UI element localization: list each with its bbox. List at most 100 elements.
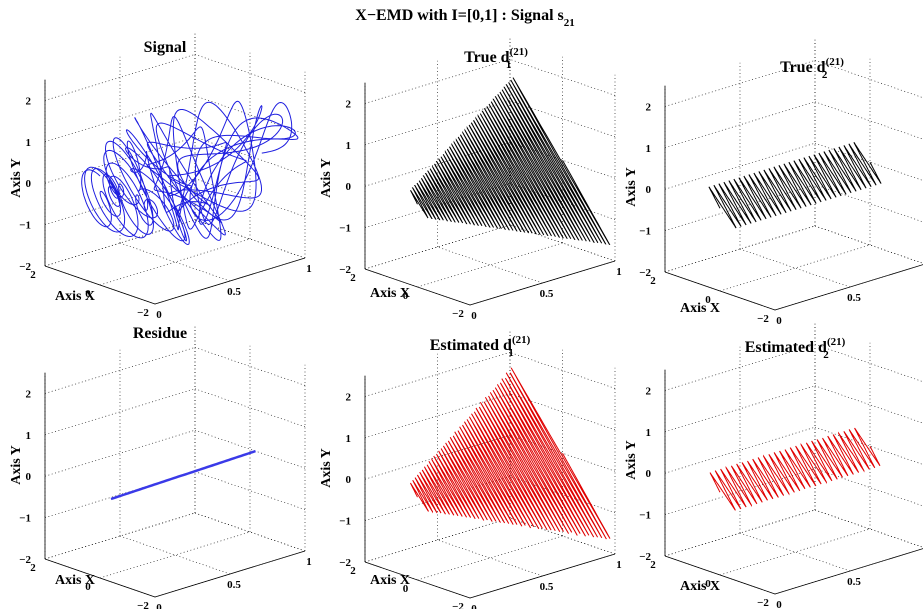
grid-line bbox=[814, 344, 923, 383]
tick-label-z: 1 bbox=[306, 263, 312, 275]
grid-line bbox=[509, 100, 616, 138]
axis-line-x bbox=[664, 271, 776, 311]
axis-label-y: Axis Y bbox=[9, 158, 24, 198]
panel-title-main: Signal bbox=[144, 39, 187, 56]
tick-label-x: −2 bbox=[452, 601, 464, 609]
tick-label-x: −2 bbox=[757, 313, 769, 325]
tick-label-x: 2 bbox=[30, 562, 36, 574]
tick-label-z: 0.5 bbox=[227, 579, 241, 591]
grid-line bbox=[364, 59, 511, 104]
axis-label-x: Axis X bbox=[55, 289, 95, 304]
tick-label-y: 2 bbox=[26, 388, 32, 400]
grid bbox=[664, 39, 923, 311]
suptitle-main: X−EMD with I=[0,1] : Signal s bbox=[355, 7, 563, 24]
grid-line bbox=[44, 347, 196, 394]
grid-line bbox=[437, 246, 543, 284]
axis-label-x: Axis X bbox=[680, 579, 720, 594]
panel-title: Estimated d(21) 1 bbox=[430, 334, 531, 359]
tick-label-z: 0 bbox=[156, 309, 162, 321]
axis-line-x bbox=[364, 561, 471, 599]
tick-label-z: 0.5 bbox=[847, 292, 861, 304]
axis-line-z bbox=[774, 548, 923, 595]
panel-title-main: True d bbox=[464, 49, 510, 66]
series-line bbox=[81, 100, 299, 246]
panel-title-main: Residue bbox=[133, 325, 187, 342]
tick-label-y: −1 bbox=[339, 516, 351, 528]
axis-label-x: Axis X bbox=[55, 573, 95, 588]
grid-line bbox=[99, 238, 251, 286]
axis-label-x: Axis X bbox=[370, 286, 410, 301]
grid-line bbox=[509, 141, 616, 179]
tick-label-y: −1 bbox=[19, 513, 31, 525]
tick-label-y: 0 bbox=[346, 474, 352, 486]
panel-title: True d(21) 2 bbox=[780, 56, 844, 81]
grid-line bbox=[417, 535, 563, 581]
suptitle-subscript: 21 bbox=[564, 17, 575, 29]
tick-label-y: 1 bbox=[346, 433, 352, 445]
grid-line bbox=[814, 509, 923, 548]
panel-title-main: Estimated d bbox=[745, 339, 827, 356]
tick-label-y: −2 bbox=[339, 557, 351, 569]
tick-label-y: −1 bbox=[639, 226, 651, 238]
grid-line bbox=[364, 100, 511, 146]
panel-title: True d(21) 1 bbox=[464, 46, 528, 71]
tick-label-x: 2 bbox=[30, 269, 36, 281]
panel-title-subscript: 1 bbox=[508, 347, 514, 359]
grid-line bbox=[719, 244, 871, 292]
grid-line bbox=[739, 248, 851, 288]
tick-label-x: −2 bbox=[137, 600, 149, 609]
tick-label-y: 0 bbox=[646, 468, 652, 480]
panel-title-main: Estimated d bbox=[430, 337, 512, 354]
tick-label-x: −2 bbox=[452, 308, 464, 320]
axis-line-x bbox=[44, 265, 156, 305]
tick-label-z: 0 bbox=[156, 602, 162, 609]
grid bbox=[44, 33, 306, 305]
tick-label-x: 0 bbox=[403, 583, 409, 595]
axis-line-x bbox=[664, 555, 776, 595]
grid-line bbox=[119, 535, 231, 575]
grid-line bbox=[119, 242, 231, 282]
tick-label-y: 1 bbox=[346, 140, 352, 152]
tick-label-z: 0.5 bbox=[540, 288, 554, 300]
tick-label-z: 0 bbox=[471, 603, 477, 609]
tick-label-y: −2 bbox=[19, 554, 31, 566]
grid-line bbox=[814, 385, 923, 424]
axis-line-z bbox=[154, 550, 306, 598]
tick-label-y: 0 bbox=[646, 184, 652, 196]
panel-title-subscript: 2 bbox=[822, 69, 828, 81]
tick-label-y: 2 bbox=[646, 385, 652, 397]
grid-line bbox=[509, 59, 616, 96]
panel-title-superscript: (21) bbox=[826, 56, 845, 68]
tick-label-x: 0 bbox=[85, 288, 91, 300]
tick-label-y: −1 bbox=[639, 510, 651, 522]
tick-label-y: 2 bbox=[646, 101, 652, 113]
series-line bbox=[709, 427, 881, 511]
axis-line-z bbox=[469, 553, 616, 599]
tick-label-y: 2 bbox=[346, 98, 352, 110]
panel-title-superscript: (21) bbox=[827, 336, 846, 348]
tick-label-y: 0 bbox=[26, 471, 32, 483]
tick-label-z: 1 bbox=[616, 266, 622, 278]
grid-line bbox=[509, 224, 616, 262]
grid-line bbox=[509, 434, 616, 472]
tick-label-x: 0 bbox=[85, 581, 91, 593]
tick-label-y: 0 bbox=[346, 181, 352, 193]
figure-suptitle: X−EMD with I=[0,1] : Signal s21 bbox=[355, 7, 574, 29]
tick-label-x: −2 bbox=[757, 597, 769, 609]
grid-line bbox=[509, 183, 616, 220]
series-line bbox=[110, 449, 256, 501]
grid-line bbox=[509, 476, 616, 513]
tick-label-y: 2 bbox=[346, 391, 352, 403]
tick-label-z: 0 bbox=[471, 310, 477, 322]
panel-title-subscript: 2 bbox=[823, 349, 829, 361]
axis-line-z bbox=[774, 264, 923, 311]
panel-title-main: True d bbox=[780, 59, 826, 76]
tick-label-x: 2 bbox=[650, 559, 656, 571]
panel-title: Estimated d(21) 2 bbox=[745, 336, 846, 361]
tick-label-y: −2 bbox=[339, 264, 351, 276]
grid bbox=[664, 323, 923, 595]
